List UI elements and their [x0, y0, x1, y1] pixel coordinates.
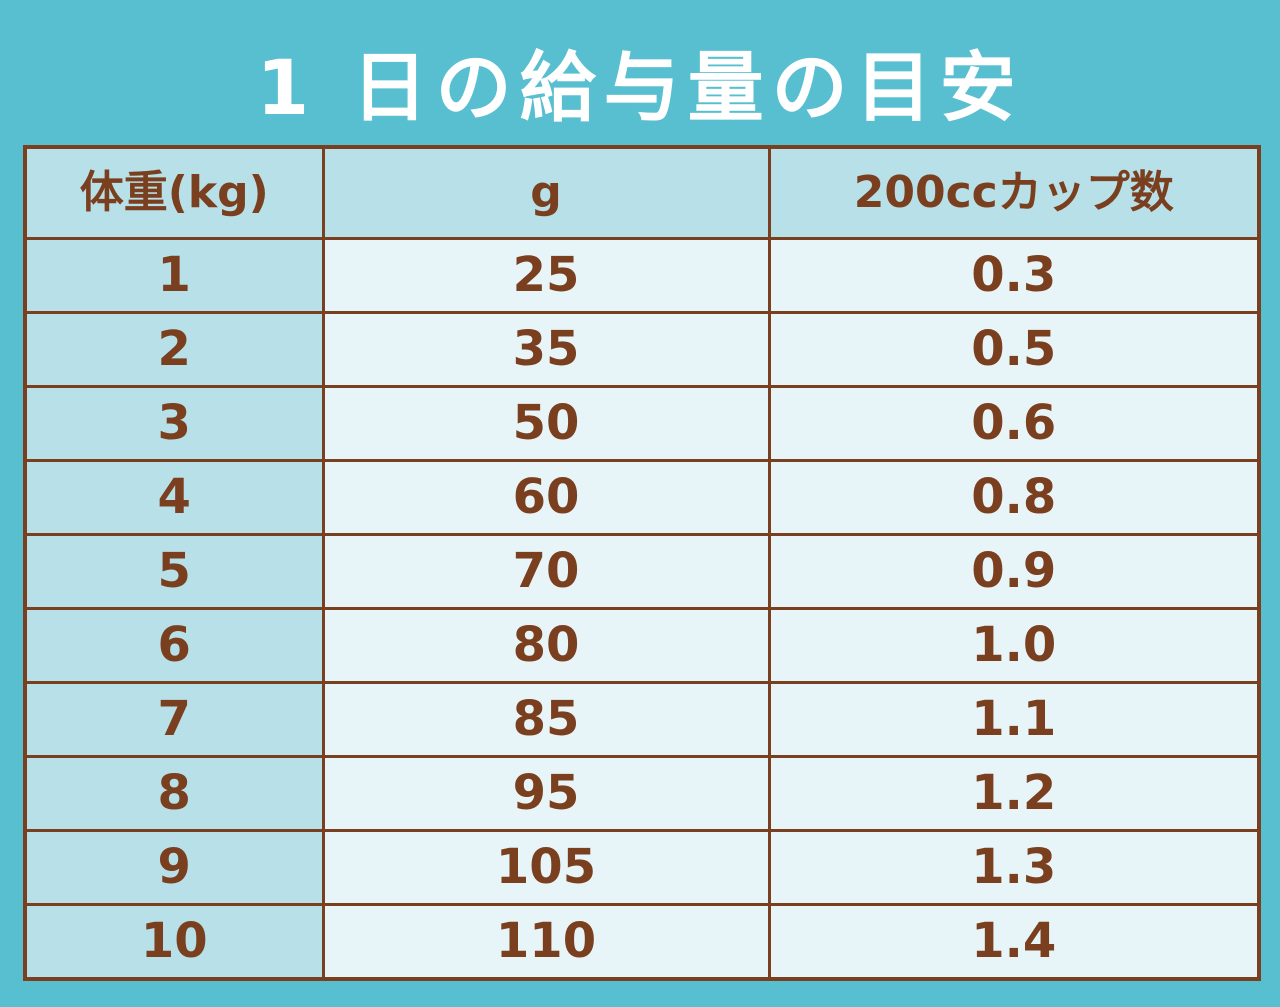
grams-cell: 35: [321, 310, 771, 388]
grams-cell: 60: [321, 458, 771, 536]
header-weight-kg: 体重(kg): [23, 145, 325, 240]
table-row: 1 25 0.3: [23, 237, 1261, 314]
grams-cell: 80: [321, 606, 771, 684]
cups-cell: 0.9: [767, 532, 1261, 610]
grams-cell: 110: [321, 902, 771, 981]
table-header-row: 体重(kg) g 200ccカップ数: [23, 145, 1261, 240]
table-row: 5 70 0.9: [23, 532, 1261, 610]
grams-cell: 85: [321, 680, 771, 758]
weight-cell: 8: [23, 754, 325, 832]
table-row: 10 110 1.4: [23, 902, 1261, 981]
grams-cell: 70: [321, 532, 771, 610]
header-cup-count: 200ccカップ数: [767, 145, 1261, 240]
cups-cell: 1.2: [767, 754, 1261, 832]
table-row: 6 80 1.0: [23, 606, 1261, 684]
cups-cell: 0.6: [767, 384, 1261, 462]
weight-cell: 1: [23, 237, 325, 314]
weight-cell: 4: [23, 458, 325, 536]
weight-cell: 3: [23, 384, 325, 462]
table-row: 7 85 1.1: [23, 680, 1261, 758]
grams-cell: 95: [321, 754, 771, 832]
weight-cell: 2: [23, 310, 325, 388]
page-title: 1 日の給与量の目安: [256, 43, 1024, 132]
feeding-amount-table: 体重(kg) g 200ccカップ数 1 25 0.3 2 35 0.5 3 5…: [23, 145, 1261, 981]
table-row: 3 50 0.6: [23, 384, 1261, 462]
cups-cell: 0.8: [767, 458, 1261, 536]
weight-cell: 5: [23, 532, 325, 610]
cups-cell: 1.0: [767, 606, 1261, 684]
cups-cell: 1.1: [767, 680, 1261, 758]
table-row: 4 60 0.8: [23, 458, 1261, 536]
table-row: 2 35 0.5: [23, 310, 1261, 388]
table-row: 9 105 1.3: [23, 828, 1261, 906]
cups-cell: 0.5: [767, 310, 1261, 388]
cups-cell: 0.3: [767, 237, 1261, 314]
grams-cell: 105: [321, 828, 771, 906]
weight-cell: 9: [23, 828, 325, 906]
weight-cell: 10: [23, 902, 325, 981]
table-row: 8 95 1.2: [23, 754, 1261, 832]
weight-cell: 7: [23, 680, 325, 758]
cups-cell: 1.3: [767, 828, 1261, 906]
grams-cell: 25: [321, 237, 771, 314]
header-grams: g: [321, 145, 771, 240]
weight-cell: 6: [23, 606, 325, 684]
cups-cell: 1.4: [767, 902, 1261, 981]
grams-cell: 50: [321, 384, 771, 462]
